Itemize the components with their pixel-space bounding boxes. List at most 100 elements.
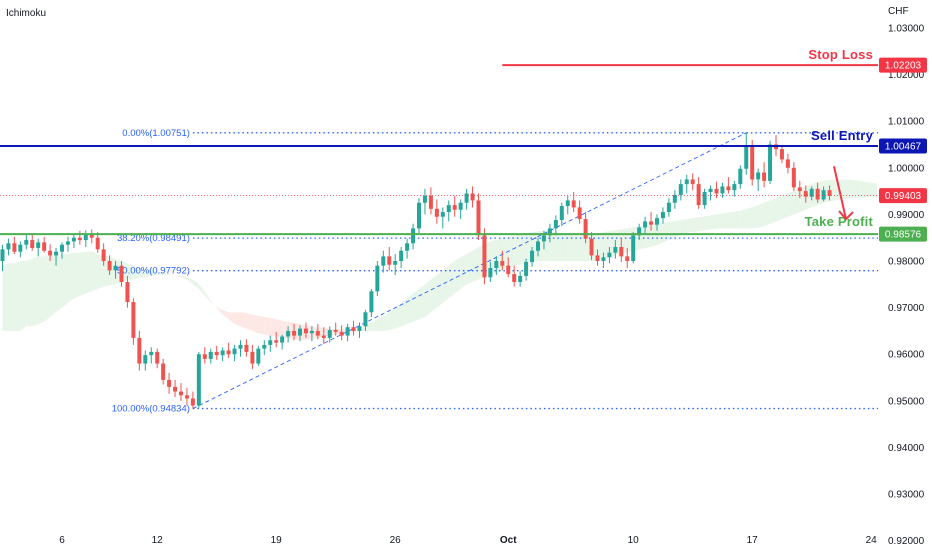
candle-body <box>779 149 784 160</box>
cloud-segment <box>454 257 461 294</box>
candle-body <box>77 237 82 241</box>
cloud-segment <box>776 195 782 222</box>
y-tick-label: 0.94000 <box>888 443 925 454</box>
cloud-segment <box>716 213 723 229</box>
cloud-segment <box>56 254 62 313</box>
candle-body <box>399 250 404 262</box>
axes: 1.03000 1.02000 1.01000 1.00000 0.99000 0.980… <box>59 23 927 547</box>
candle-body <box>250 351 255 364</box>
cloud-segment <box>139 268 146 278</box>
cloud-segment <box>252 314 259 334</box>
candle-body <box>660 212 665 219</box>
candle-body <box>292 330 297 336</box>
candle-body <box>684 179 689 185</box>
cloud-segment <box>740 208 747 229</box>
candle-body <box>631 235 636 262</box>
cloud-segment <box>811 181 818 208</box>
sell-entry-badge-text: 1.00467 <box>885 142 922 153</box>
cloud-segment <box>73 252 80 299</box>
cloud-segment <box>14 261 21 331</box>
candle-body <box>381 256 386 266</box>
candle-body <box>113 265 118 271</box>
candle-body <box>762 172 767 181</box>
cloud-segment <box>264 316 271 336</box>
x-tick-label: 6 <box>59 535 65 546</box>
cloud-segment <box>555 232 562 262</box>
candle-body <box>649 221 654 225</box>
cloud-segment <box>91 251 98 292</box>
cloud-segment <box>204 291 211 303</box>
take-profit-label: Take Profit <box>805 214 874 229</box>
y-tick-label: 0.93000 <box>888 490 925 501</box>
candle-body <box>48 250 53 256</box>
sell-entry-label: Sell Entry <box>811 128 874 143</box>
cloud-segment <box>234 312 241 327</box>
cloud-segment <box>514 234 521 266</box>
candle-body <box>321 335 326 338</box>
candle-body <box>524 261 529 276</box>
candle-body <box>220 350 225 356</box>
candle-body <box>333 330 338 332</box>
x-tick-label: 24 <box>866 535 878 546</box>
candle-body <box>280 336 285 343</box>
x-tick-label: Oct <box>500 535 517 546</box>
candle-body <box>518 275 523 282</box>
candle-body <box>262 344 267 349</box>
candle-body <box>54 251 59 256</box>
cloud-segment <box>311 326 318 340</box>
candle-body <box>190 398 195 406</box>
x-tick-label: 10 <box>628 535 640 546</box>
candle-body <box>256 348 261 364</box>
candle-body <box>125 281 130 303</box>
candle-body <box>434 208 439 217</box>
current-price-badge-text: 0.99403 <box>885 191 922 202</box>
candle-body <box>65 241 70 245</box>
cloud-segment <box>395 302 402 329</box>
projection-arrowhead <box>838 210 854 221</box>
y-tick-label: 0.97000 <box>888 303 925 314</box>
cloud-segment <box>288 321 295 340</box>
cloud-segment <box>668 220 675 241</box>
stop-loss-badge-text: 1.02203 <box>885 61 922 72</box>
cloud-segment <box>383 312 390 331</box>
candle-body <box>613 247 618 253</box>
candle-body <box>363 312 368 327</box>
cloud-segment <box>764 200 771 227</box>
take-profit-badge-text: 0.98576 <box>885 230 922 241</box>
candle-body <box>577 207 582 220</box>
cloud-segment <box>20 261 27 331</box>
candle-body <box>625 256 630 262</box>
candle-body <box>708 188 713 193</box>
cloud-segment <box>853 179 860 199</box>
cloud-segment <box>181 275 187 280</box>
cloud-segment <box>430 275 437 313</box>
candle-body <box>375 265 380 292</box>
candle-body <box>387 256 392 265</box>
cloud-segment <box>401 298 408 327</box>
candle-body <box>797 187 802 192</box>
cloud-segment <box>389 307 396 330</box>
candle-body <box>345 327 350 336</box>
x-tick-label: 12 <box>152 535 164 546</box>
cloud-segment <box>79 251 86 296</box>
candle-body <box>179 391 183 396</box>
candle-body <box>446 205 451 213</box>
cloud-segment <box>276 319 283 338</box>
cloud-segment <box>561 233 568 262</box>
candle-body <box>827 190 832 196</box>
cloud-segment <box>573 235 580 262</box>
candle-body <box>214 351 219 356</box>
cloud-segment <box>67 252 74 303</box>
fib-level-label: 100.00%(0.94834) <box>112 404 190 415</box>
candle-body <box>571 200 576 208</box>
trade-levels: Stop Loss Sell Entry Take Profit <box>0 47 878 236</box>
x-tick-label: 19 <box>271 535 283 546</box>
candle-body <box>202 354 207 359</box>
ichimoku-cloud <box>2 179 878 341</box>
candle-body <box>184 395 189 399</box>
candle-body <box>268 340 273 345</box>
candle-body <box>393 261 398 265</box>
cloud-segment <box>222 309 229 320</box>
candle-body <box>101 249 106 262</box>
